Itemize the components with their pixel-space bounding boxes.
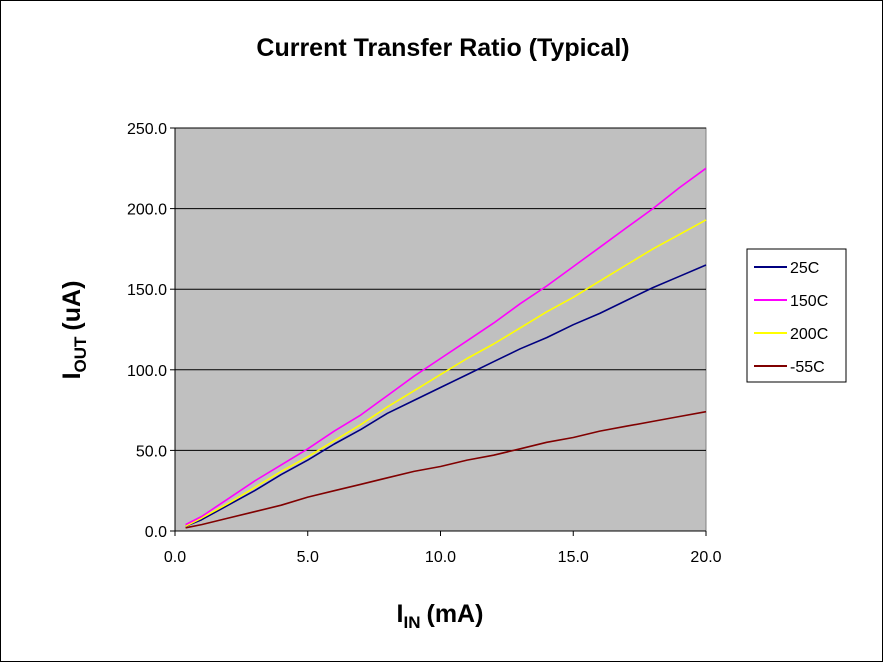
x-tick-label-1: 5.0: [297, 549, 319, 566]
series-line-3: [185, 410, 707, 529]
legend-label-1: 150C: [790, 293, 828, 310]
legend-label-2: 200C: [790, 326, 828, 343]
y-tick-label-4: 200.0: [127, 202, 167, 219]
series-line-1: [185, 167, 707, 526]
legend-label-0: 25C: [790, 260, 819, 277]
x-tick-label-0: 0.0: [164, 549, 186, 566]
x-axis-title-sub: IN: [404, 613, 421, 632]
x-tick-labels: 0.0 5.0 10.0 15.0 20.0: [164, 549, 722, 566]
y-tick-label-1: 50.0: [136, 443, 167, 460]
x-axis-title-main: I: [397, 600, 404, 628]
x-tick-label-4: 20.0: [690, 549, 721, 566]
y-axis-title-unit: (uA): [58, 281, 86, 331]
legend: 25C 150C 200C -55C: [746, 248, 847, 383]
x-axis-title: IIN (mA): [397, 600, 484, 632]
gridlines: [175, 127, 706, 451]
series-line-2: [185, 219, 707, 527]
y-tick-label-5: 250.0: [127, 121, 167, 138]
legend-box: [746, 248, 847, 383]
y-axis-title-main: I: [58, 372, 86, 379]
series-lines: [185, 167, 707, 529]
x-axis-title-unit: (mA): [427, 600, 484, 628]
chart-title: Current Transfer Ratio (Typical): [256, 34, 629, 62]
y-tick-label-3: 150.0: [127, 282, 167, 299]
y-axis-title: IOUT (uA): [58, 281, 90, 380]
y-tick-label-0: 0.0: [145, 524, 167, 541]
legend-label-3: -55C: [790, 359, 825, 376]
series-line-0: [185, 264, 707, 527]
y-tick-label-2: 100.0: [127, 363, 167, 380]
y-tick-labels: 0.0 50.0 100.0 150.0 200.0 250.0: [127, 121, 167, 541]
axes: [170, 127, 707, 536]
y-axis-title-sub: OUT: [71, 336, 90, 373]
x-tick-label-3: 15.0: [558, 549, 589, 566]
plot-area: [174, 127, 707, 532]
x-tick-label-2: 10.0: [425, 549, 456, 566]
